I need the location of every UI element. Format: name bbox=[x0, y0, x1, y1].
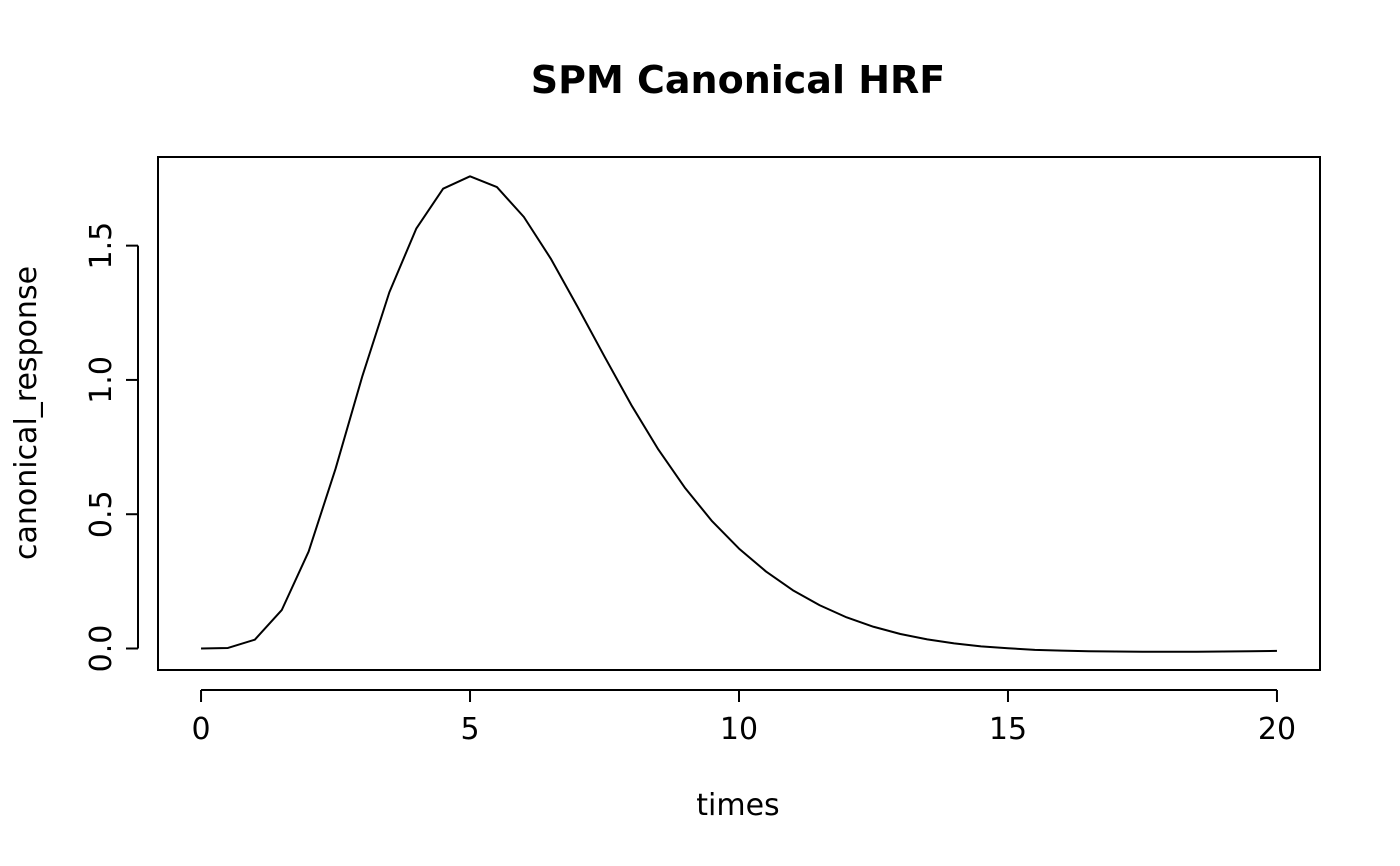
data-point bbox=[308, 551, 310, 553]
data-point bbox=[496, 186, 498, 188]
data-point bbox=[980, 645, 982, 647]
x-tick-label: 15 bbox=[989, 712, 1027, 747]
data-point bbox=[550, 258, 552, 260]
data-point bbox=[442, 188, 444, 190]
data-point bbox=[388, 291, 390, 293]
x-tick-label: 20 bbox=[1258, 712, 1296, 747]
data-point bbox=[1276, 650, 1278, 652]
y-axis-label: canonical_response bbox=[9, 266, 44, 560]
data-point bbox=[953, 642, 955, 644]
y-tick-label: 0.0 bbox=[84, 625, 119, 673]
data-point bbox=[577, 306, 579, 308]
data-point bbox=[738, 548, 740, 550]
x-tick-label: 0 bbox=[191, 712, 210, 747]
data-point bbox=[200, 648, 202, 650]
data-point bbox=[469, 175, 471, 177]
x-tick-label: 10 bbox=[720, 712, 758, 747]
x-axis-label: times bbox=[696, 788, 779, 823]
data-point bbox=[1141, 651, 1143, 653]
data-point bbox=[792, 589, 794, 591]
data-point bbox=[926, 638, 928, 640]
data-point bbox=[765, 570, 767, 572]
data-point bbox=[1034, 649, 1036, 651]
data-point bbox=[1222, 650, 1224, 652]
data-point bbox=[1195, 651, 1197, 653]
y-tick-label: 0.5 bbox=[84, 490, 119, 538]
series-line-canonical-response bbox=[201, 175, 1277, 653]
data-point bbox=[1168, 651, 1170, 653]
data-point bbox=[1061, 650, 1063, 652]
data-point bbox=[604, 356, 606, 358]
y-tick-label: 1.5 bbox=[84, 222, 119, 270]
data-point bbox=[1088, 650, 1090, 652]
data-point bbox=[846, 616, 848, 618]
chart-title: SPM Canonical HRF bbox=[531, 58, 945, 102]
data-point bbox=[1115, 650, 1117, 652]
y-tick-label: 1.0 bbox=[84, 356, 119, 404]
data-point bbox=[630, 404, 632, 406]
data-point bbox=[819, 604, 821, 606]
data-point bbox=[872, 626, 874, 628]
data-point bbox=[899, 633, 901, 635]
x-tick-label: 5 bbox=[460, 712, 479, 747]
data-point bbox=[1007, 647, 1009, 649]
data-point bbox=[281, 609, 283, 611]
x-axis: 0 5 10 15 20 bbox=[191, 689, 1296, 747]
data-point bbox=[335, 468, 337, 470]
data-point bbox=[361, 375, 363, 377]
y-axis: 0.0 0.5 1.0 1.5 bbox=[84, 222, 139, 673]
plot-frame bbox=[157, 156, 1321, 671]
data-point bbox=[523, 216, 525, 218]
data-point bbox=[711, 520, 713, 522]
data-point bbox=[254, 639, 256, 641]
data-point bbox=[227, 647, 229, 649]
data-point bbox=[415, 228, 417, 230]
data-point bbox=[657, 448, 659, 450]
data-point bbox=[1249, 650, 1251, 652]
data-point bbox=[684, 487, 686, 489]
